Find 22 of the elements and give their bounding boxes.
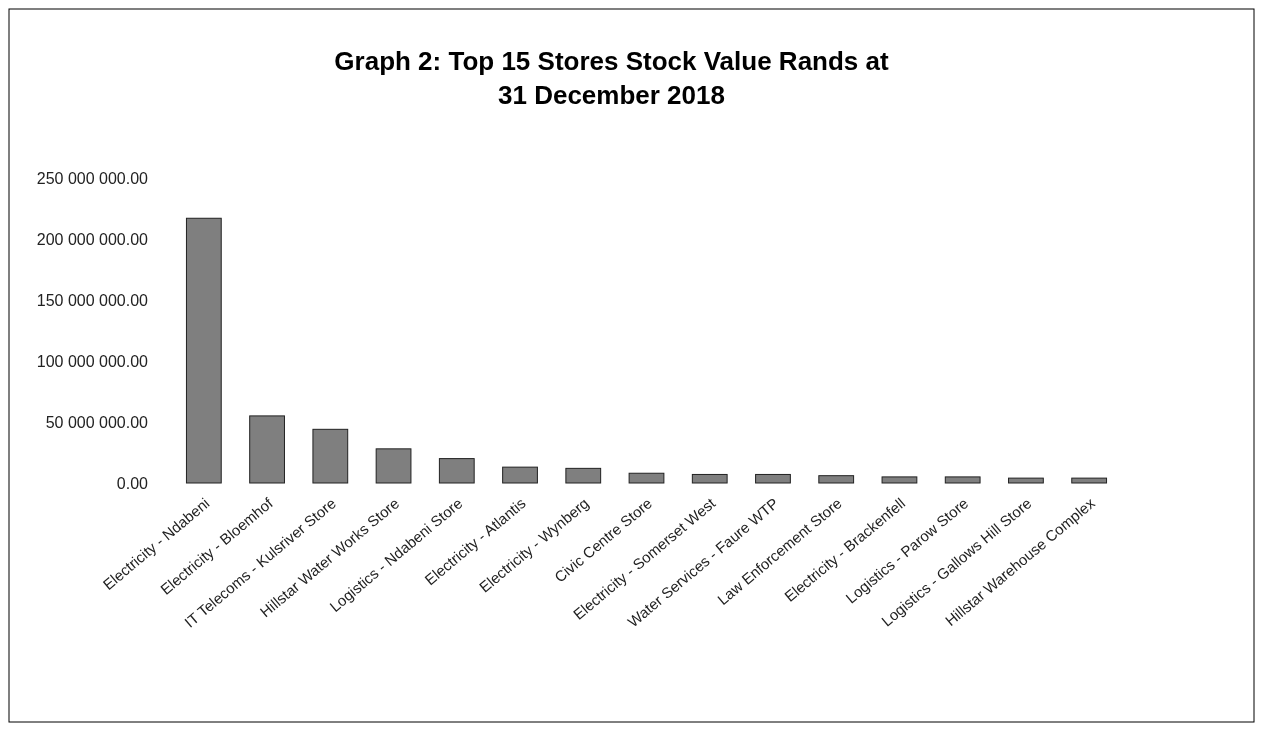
y-tick-label: 150 000 000.00 <box>36 291 149 309</box>
bar <box>881 476 918 484</box>
bar <box>1008 477 1044 484</box>
bar <box>691 473 728 484</box>
bar <box>438 458 475 484</box>
y-tick-label: 0.00 <box>116 474 149 492</box>
bar <box>565 467 602 484</box>
bar <box>1071 477 1108 484</box>
chart-title: Graph 2: Top 15 Stores Stock Value Rands at 31 December 2018 <box>334 46 890 110</box>
bar <box>755 473 791 484</box>
y-tick-label: 100 000 000.00 <box>36 352 149 370</box>
bar <box>818 475 855 484</box>
bar <box>185 217 222 484</box>
bar <box>502 466 538 484</box>
bar <box>628 472 665 484</box>
bar <box>249 415 285 484</box>
y-tick-label: 50 000 000.00 <box>45 413 149 431</box>
y-tick-label: 200 000 000.00 <box>36 230 149 248</box>
bar <box>944 476 981 484</box>
y-tick-label: 250 000 000.00 <box>36 169 149 187</box>
bar <box>375 448 412 484</box>
bar <box>312 428 349 484</box>
